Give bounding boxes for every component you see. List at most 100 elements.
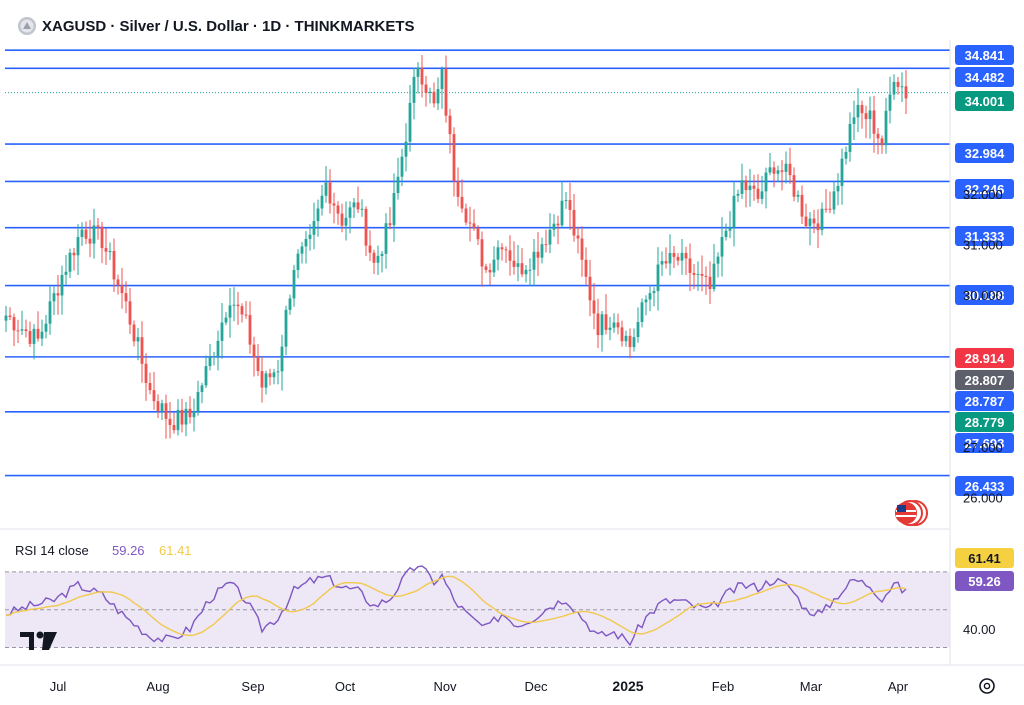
candle-body (340, 213, 344, 226)
us-flag-icon[interactable] (895, 500, 928, 526)
rsi-value: 59.26 (112, 543, 145, 558)
price-tag[interactable] (955, 67, 1014, 87)
chart-header: XAGUSD · Silver / U.S. Dollar · 1D · THI… (18, 17, 415, 35)
price-tag[interactable] (955, 370, 1014, 390)
price-tag-label: 32.984 (965, 146, 1006, 161)
rsi-legend: RSI 14 close 59.26 61.41 (15, 543, 192, 558)
price-tag[interactable] (955, 433, 1014, 453)
gear-icon[interactable] (979, 678, 995, 694)
price-pane[interactable] (4, 49, 950, 477)
candle-body (244, 314, 248, 316)
candle-body (76, 237, 80, 256)
candle-body (552, 223, 556, 230)
candle-body (452, 134, 456, 182)
candle-body (572, 209, 576, 236)
price-tag[interactable] (955, 348, 1014, 368)
candle-body (388, 223, 392, 226)
price-axis-tags[interactable]: 34.841 34.482 34.001 32.984 32.246 31.333 30.1… (955, 45, 1014, 496)
candle-body (272, 372, 276, 378)
price-axis-label: 26.000 (963, 491, 1003, 506)
candle-body (420, 67, 424, 85)
candle-body (444, 69, 448, 116)
candle-body (872, 110, 876, 134)
time-axis-label: Nov (433, 679, 457, 694)
candle-body (396, 176, 400, 194)
candle-body (532, 251, 536, 270)
rsi-title: RSI 14 close (15, 543, 89, 558)
candle-body (432, 91, 436, 104)
candle-body (436, 89, 440, 104)
candle-body (4, 315, 8, 321)
price-tag-label: 31.333 (965, 229, 1005, 244)
rsi-pane[interactable] (5, 565, 950, 649)
candle-body (148, 382, 152, 391)
candle-body (216, 340, 220, 357)
candle-body (124, 293, 128, 302)
candle-body (792, 175, 796, 197)
candle-body (252, 344, 256, 358)
candle-body (888, 94, 892, 111)
candle-body (100, 226, 104, 249)
candle-body (404, 141, 408, 157)
candle-body (716, 256, 720, 264)
candle-body (816, 223, 820, 231)
candle-body (264, 373, 268, 388)
candle-body (540, 244, 544, 258)
candle-body (308, 234, 312, 239)
candle-body (608, 327, 612, 330)
candle-body (868, 110, 872, 120)
candle-body (740, 180, 744, 194)
candle-body (280, 346, 284, 372)
candle-body (840, 158, 844, 186)
candle-body (660, 261, 664, 265)
candle-body (612, 322, 616, 328)
candle-body (736, 193, 740, 196)
candle-body (836, 185, 840, 192)
candle-body (892, 81, 896, 95)
candle-body (784, 163, 788, 172)
candle-body (276, 371, 280, 373)
candle-body (688, 258, 692, 273)
price-tag[interactable] (955, 476, 1014, 496)
candle-body (668, 252, 672, 264)
time-axis-label: Apr (888, 679, 909, 694)
candle-body (492, 259, 496, 273)
time-axis-label: Jul (50, 679, 67, 694)
price-tag[interactable] (955, 285, 1014, 305)
candle-body (72, 252, 76, 256)
candle-body (168, 418, 172, 426)
candle-body (476, 228, 480, 240)
candle-body (8, 315, 12, 318)
candle-body (152, 390, 156, 402)
price-tag[interactable] (955, 143, 1014, 163)
candle-body (676, 256, 680, 261)
time-axis[interactable]: Jul Aug Sep Oct Nov Dec 2025 Feb Mar Apr (50, 678, 909, 694)
candle-body (756, 188, 760, 199)
candle-body (200, 385, 204, 392)
price-tag[interactable] (955, 391, 1014, 411)
price-tag[interactable] (955, 412, 1014, 432)
candle-body (424, 84, 428, 93)
candle-body (128, 301, 132, 325)
candle-body (372, 252, 376, 263)
candle-body (516, 263, 520, 267)
price-tag[interactable] (955, 226, 1014, 246)
price-tag[interactable] (955, 91, 1014, 111)
tradingview-logo-icon[interactable] (20, 631, 57, 651)
candle-body (896, 81, 900, 87)
candle-body (136, 337, 140, 342)
candle-body (632, 337, 636, 348)
candle-body (16, 330, 20, 332)
rsi-value-tag-label: 59.26 (968, 574, 1001, 589)
price-tag[interactable] (955, 179, 1014, 199)
candle-body (832, 191, 836, 210)
candle-body (304, 238, 308, 247)
candle-body (428, 91, 432, 93)
price-tag[interactable] (955, 45, 1014, 65)
candle-body (772, 167, 776, 174)
candle-body (724, 230, 728, 237)
candle-body (184, 408, 188, 425)
candle-body (316, 208, 320, 222)
candle-body (860, 104, 864, 114)
